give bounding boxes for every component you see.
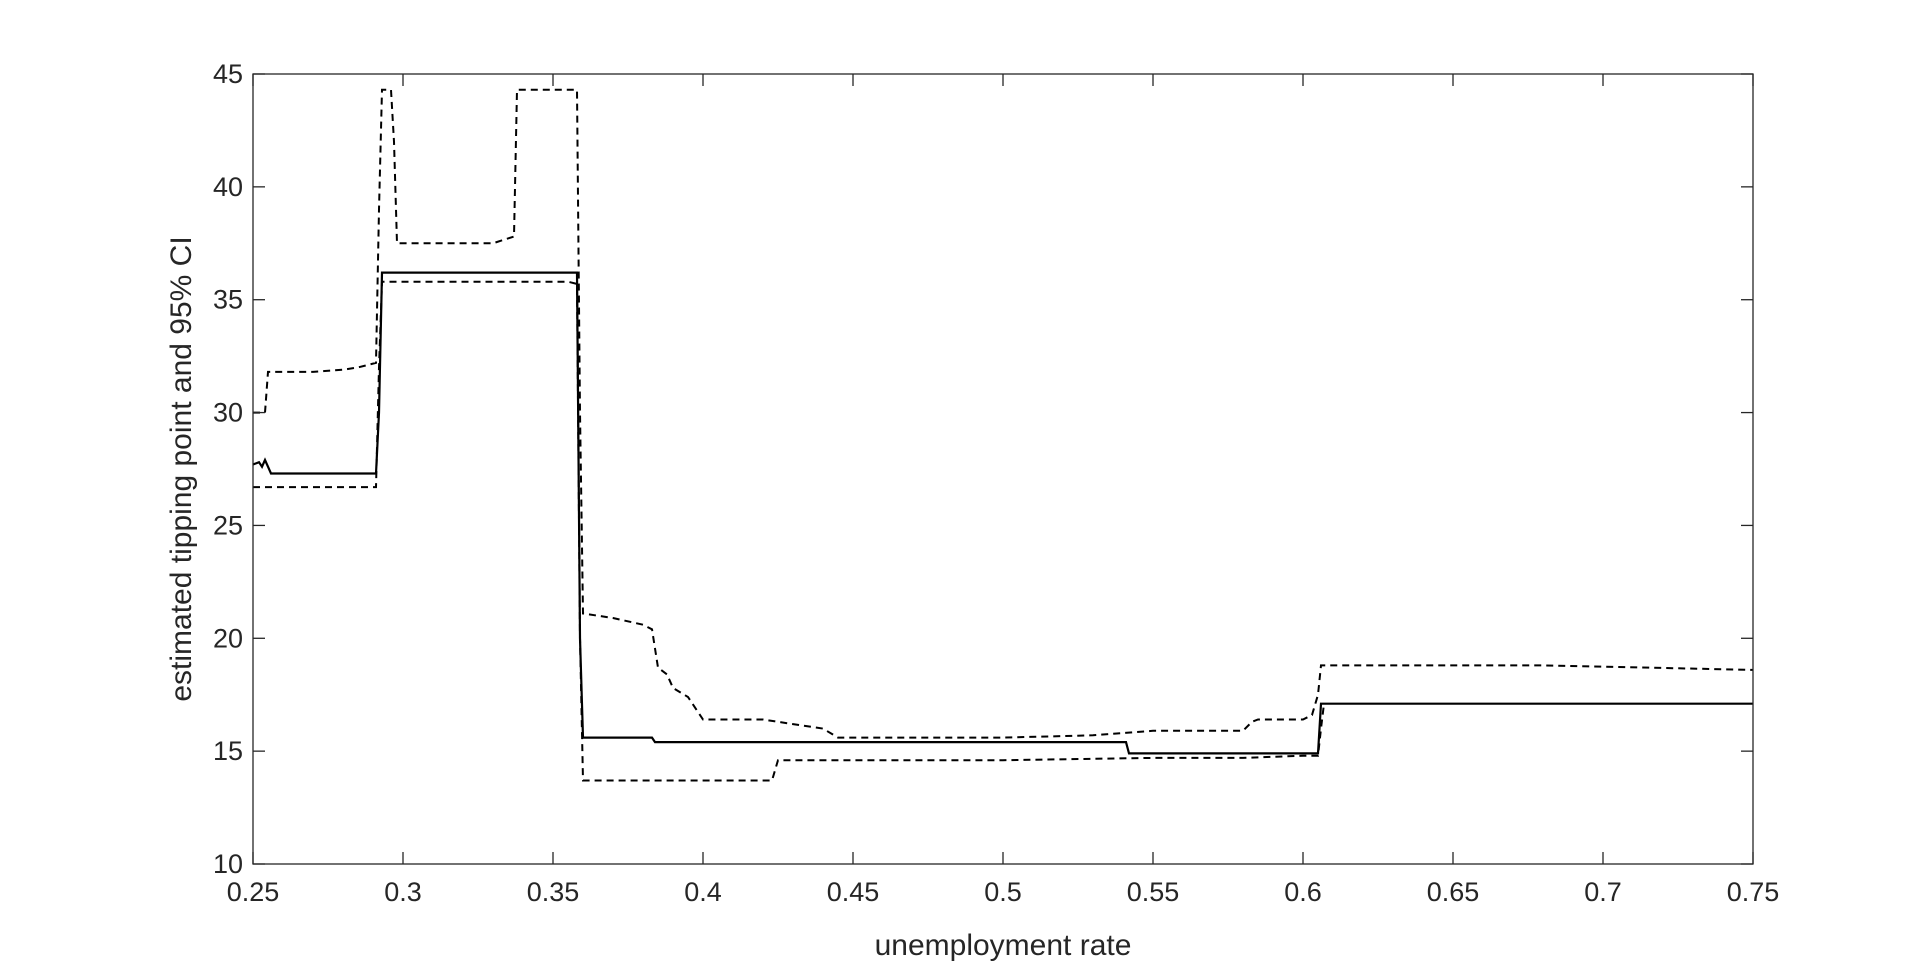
series-estimate [252,271,1753,755]
plot-frame [252,73,1754,865]
y-tick-label: 40 [213,172,243,202]
series-upper-ci [253,88,1754,739]
y-axis-label: estimated tipping point and 95% CI [165,236,198,701]
x-tick-label: 0.6 [1284,877,1322,907]
y-tick-label: 45 [213,59,243,89]
y-tick-label: 15 [213,736,243,766]
x-tick-label: 0.35 [527,877,580,907]
x-tick-label: 0.45 [827,877,880,907]
y-tick-label: 20 [213,623,243,653]
series-layer [252,88,1754,782]
x-tick-label: 0.25 [227,877,280,907]
x-tick-label: 0.7 [1584,877,1622,907]
x-tick-label: 0.75 [1727,877,1780,907]
ticks-layer: 0.25 0.3 0.35 0.4 0.45 0.5 0.55 0.6 0.65 0.7 0.75 1… [213,59,1779,907]
x-axis-label: unemployment rate [875,929,1132,962]
x-tick-label: 0.65 [1427,877,1480,907]
series-lower-ci [253,280,1325,782]
y-tick-label: 35 [213,285,243,315]
x-tick-label: 0.55 [1127,877,1180,907]
y-tick-label: 30 [213,398,243,428]
x-tick-label: 0.5 [984,877,1022,907]
x-tick-label: 0.3 [384,877,422,907]
y-tick-label: 10 [213,849,243,879]
x-tick-label: 0.4 [684,877,722,907]
y-tick-label: 25 [213,510,243,540]
